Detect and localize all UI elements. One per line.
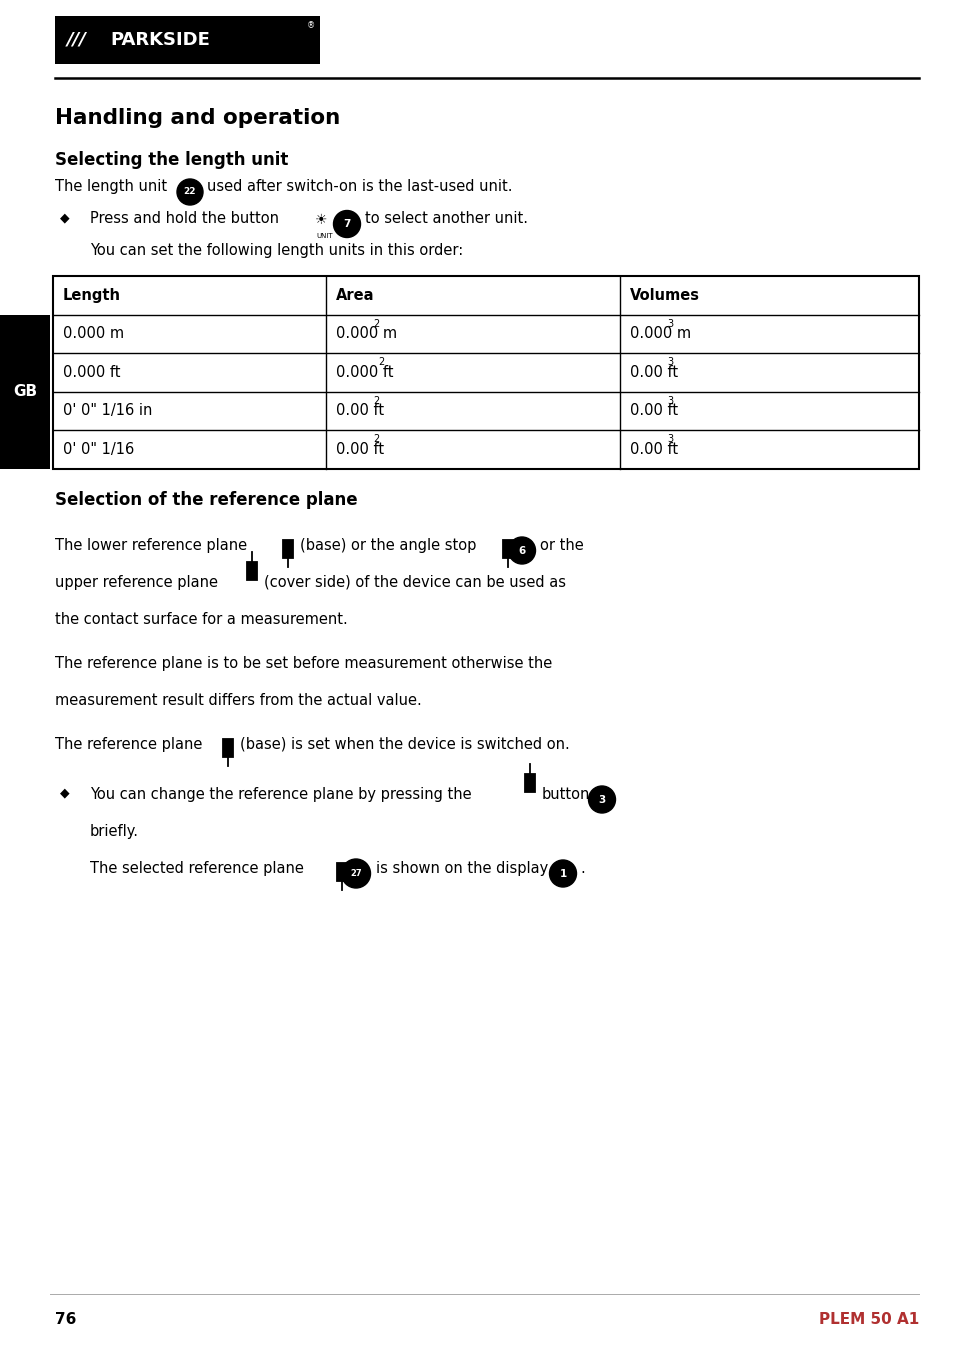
Text: 22: 22 — [184, 187, 196, 197]
Bar — [223, 739, 233, 756]
Text: is shown on the display: is shown on the display — [375, 860, 548, 875]
Text: or the: or the — [539, 537, 583, 552]
Text: ///: /// — [67, 31, 87, 48]
Text: .: . — [579, 860, 584, 875]
Text: Length: Length — [63, 288, 121, 303]
Text: The reference plane is to be set before measurement otherwise the: The reference plane is to be set before … — [55, 656, 552, 670]
Text: briefly.: briefly. — [90, 824, 139, 839]
Text: Area: Area — [335, 288, 374, 303]
Circle shape — [177, 179, 203, 205]
Circle shape — [341, 859, 370, 888]
Text: You can set the following length units in this order:: You can set the following length units i… — [90, 244, 463, 258]
Text: (base) is set when the device is switched on.: (base) is set when the device is switche… — [240, 736, 569, 751]
Text: 0' 0" 1/16: 0' 0" 1/16 — [63, 441, 134, 456]
Text: 2: 2 — [377, 357, 384, 367]
Bar — [524, 774, 535, 791]
Text: upper reference plane: upper reference plane — [55, 575, 218, 590]
Text: 0.000 m: 0.000 m — [335, 326, 396, 342]
Text: ◆: ◆ — [60, 786, 70, 800]
Text: 2: 2 — [373, 319, 378, 328]
Text: measurement result differs from the actual value.: measurement result differs from the actu… — [55, 692, 421, 708]
Text: 3: 3 — [667, 396, 673, 405]
Text: The length unit: The length unit — [55, 179, 172, 194]
Text: UNIT: UNIT — [316, 233, 333, 240]
Text: Handling and operation: Handling and operation — [55, 108, 340, 128]
Text: 3: 3 — [667, 319, 673, 328]
Text: PARKSIDE: PARKSIDE — [110, 31, 210, 48]
Circle shape — [508, 537, 535, 564]
Bar — [283, 540, 293, 557]
Text: 6: 6 — [517, 545, 525, 556]
Bar — [502, 540, 513, 557]
Text: 3: 3 — [598, 794, 605, 805]
Text: 1: 1 — [558, 868, 566, 879]
Text: 3: 3 — [667, 435, 673, 444]
Text: 0.00 ft: 0.00 ft — [335, 441, 383, 456]
Text: button: button — [541, 786, 590, 801]
Circle shape — [334, 210, 360, 237]
Text: 27: 27 — [350, 870, 361, 878]
Text: (cover side) of the device can be used as: (cover side) of the device can be used a… — [264, 575, 565, 590]
Text: Volumes: Volumes — [630, 288, 700, 303]
Text: 2: 2 — [373, 435, 378, 444]
Bar — [336, 863, 347, 880]
Text: ®: ® — [307, 22, 314, 30]
Text: 0' 0" 1/16 in: 0' 0" 1/16 in — [63, 404, 152, 419]
Text: used after switch-on is the last-used unit.: used after switch-on is the last-used un… — [207, 179, 512, 194]
Bar — [53, 276, 918, 468]
Text: 0.000 ft: 0.000 ft — [335, 365, 393, 380]
Text: You can change the reference plane by pressing the: You can change the reference plane by pr… — [90, 786, 471, 801]
Bar — [0, 315, 50, 468]
Text: 3: 3 — [667, 357, 673, 367]
Circle shape — [588, 786, 615, 813]
Circle shape — [549, 860, 576, 887]
Text: 0.000 m: 0.000 m — [63, 326, 124, 342]
Bar — [247, 561, 256, 580]
Text: Selecting the length unit: Selecting the length unit — [55, 151, 288, 170]
Text: The reference plane: The reference plane — [55, 736, 202, 751]
Text: 2: 2 — [373, 396, 378, 405]
Text: (base) or the angle stop: (base) or the angle stop — [299, 537, 476, 552]
Text: GB: GB — [13, 384, 37, 398]
Text: ☀: ☀ — [314, 213, 327, 227]
Text: Press and hold the button: Press and hold the button — [90, 211, 278, 226]
Text: PLEM 50 A1: PLEM 50 A1 — [818, 1312, 918, 1327]
Text: 0.000 m: 0.000 m — [630, 326, 691, 342]
Text: to select another unit.: to select another unit. — [365, 211, 527, 226]
Text: The selected reference plane: The selected reference plane — [90, 860, 304, 875]
Text: 0.000 ft: 0.000 ft — [63, 365, 120, 380]
Text: 7: 7 — [343, 219, 351, 229]
Text: 0.00 ft: 0.00 ft — [630, 365, 678, 380]
Text: 0.00 ft: 0.00 ft — [335, 404, 383, 419]
Text: 0.00 ft: 0.00 ft — [630, 404, 678, 419]
Text: 76: 76 — [55, 1312, 76, 1327]
Text: the contact surface for a measurement.: the contact surface for a measurement. — [55, 611, 348, 626]
Text: Selection of the reference plane: Selection of the reference plane — [55, 490, 357, 509]
Text: 0.00 ft: 0.00 ft — [630, 441, 678, 456]
Text: ◆: ◆ — [60, 211, 70, 223]
Text: The lower reference plane: The lower reference plane — [55, 537, 247, 552]
Bar — [55, 16, 319, 65]
